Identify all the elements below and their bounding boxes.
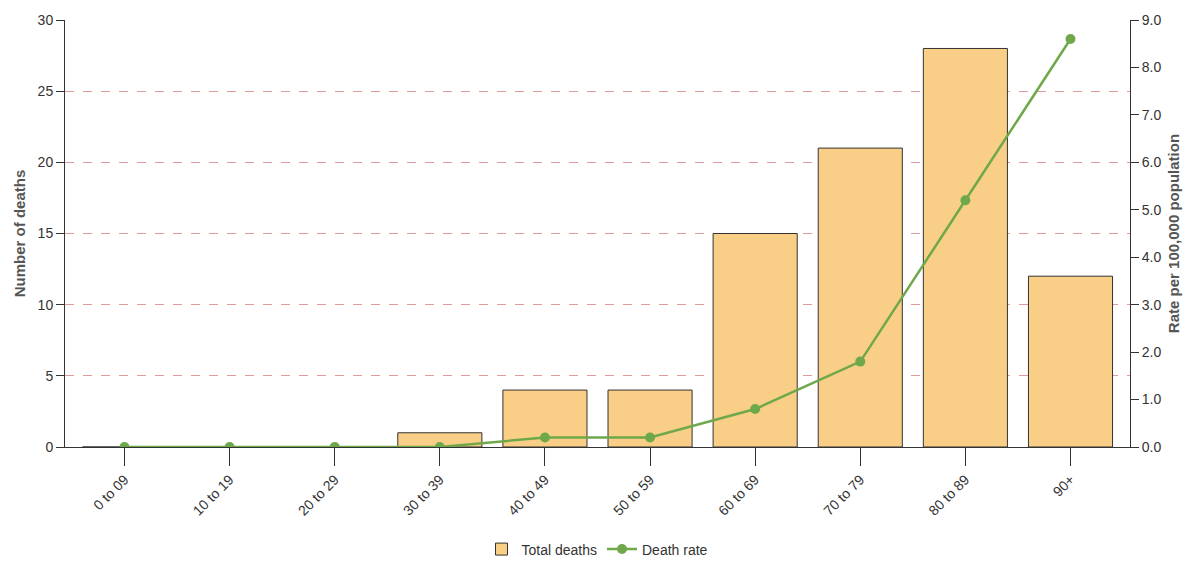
- svg-text:7.0: 7.0: [1142, 107, 1162, 123]
- svg-text:5: 5: [45, 368, 53, 384]
- svg-text:15: 15: [38, 225, 54, 241]
- svg-text:20: 20: [38, 154, 54, 170]
- svg-text:50 to 59: 50 to 59: [610, 471, 657, 518]
- svg-text:8.0: 8.0: [1142, 59, 1162, 75]
- svg-text:70 to 79: 70 to 79: [820, 471, 867, 518]
- svg-text:1.0: 1.0: [1142, 391, 1162, 407]
- svg-text:10: 10: [38, 297, 54, 313]
- svg-text:6.0: 6.0: [1142, 154, 1162, 170]
- svg-text:30: 30: [38, 12, 54, 28]
- svg-text:2.0: 2.0: [1142, 344, 1162, 360]
- svg-text:5.0: 5.0: [1142, 202, 1162, 218]
- svg-text:Total deaths: Total deaths: [522, 542, 598, 558]
- svg-text:3.0: 3.0: [1142, 297, 1162, 313]
- svg-text:0.0: 0.0: [1142, 439, 1162, 455]
- svg-text:60 to 69: 60 to 69: [715, 471, 762, 518]
- svg-text:90+: 90+: [1049, 472, 1077, 500]
- svg-text:Number of deaths: Number of deaths: [11, 170, 28, 298]
- svg-text:25: 25: [38, 83, 54, 99]
- svg-text:30 to 39: 30 to 39: [400, 471, 447, 518]
- svg-text:9.0: 9.0: [1142, 12, 1162, 28]
- svg-text:0 to 09: 0 to 09: [90, 471, 132, 513]
- svg-text:4.0: 4.0: [1142, 249, 1162, 265]
- svg-text:0: 0: [45, 439, 53, 455]
- svg-text:20 to 29: 20 to 29: [295, 471, 342, 518]
- svg-text:Rate per 100,000 population: Rate per 100,000 population: [1165, 134, 1182, 333]
- svg-text:80 to 89: 80 to 89: [925, 471, 972, 518]
- svg-text:10 to 19: 10 to 19: [190, 471, 237, 518]
- svg-text:40 to 49: 40 to 49: [505, 471, 552, 518]
- svg-text:Death rate: Death rate: [642, 542, 708, 558]
